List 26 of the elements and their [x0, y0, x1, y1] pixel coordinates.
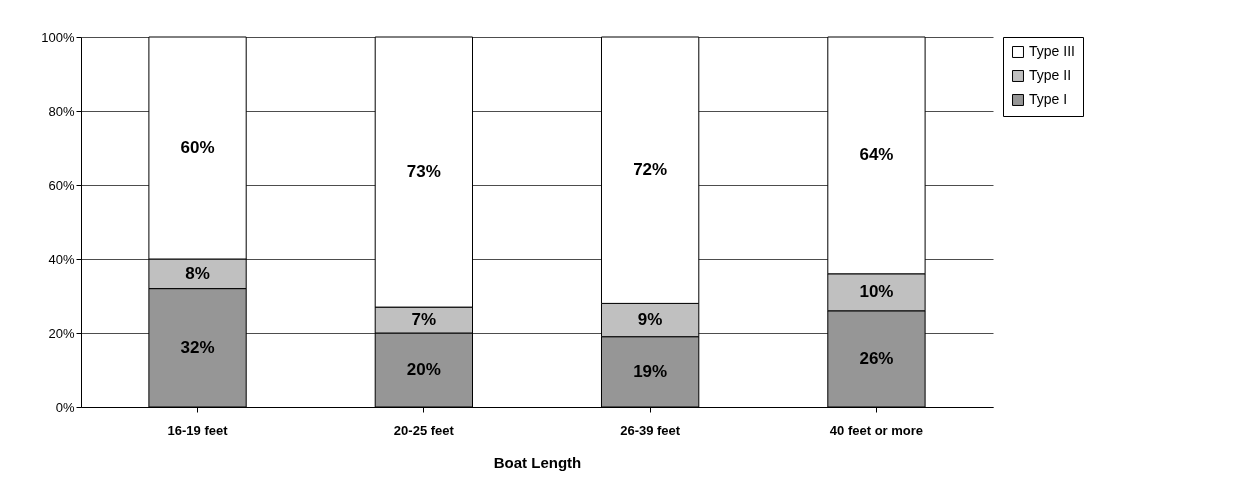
x-tick-label: 20-25 feet [393, 422, 455, 438]
legend-label: Type III [1029, 43, 1075, 59]
data-label: 64% [859, 145, 894, 165]
legend-label: Type II [1029, 67, 1072, 83]
y-tick-label: 60% [48, 177, 75, 193]
data-label: 19% [633, 361, 668, 381]
y-tick-label: 100% [41, 29, 75, 45]
x-tick-label: 16-19 feet [167, 422, 229, 438]
data-label: 20% [406, 360, 441, 379]
y-tick-label: 80% [48, 103, 75, 119]
x-axis-title: Boat Length [493, 453, 582, 471]
x-tick-label: 26-39 feet [620, 422, 681, 438]
data-label: 9% [637, 310, 663, 330]
legend-label: Type I [1029, 91, 1068, 107]
data-label: 72% [633, 160, 668, 180]
y-tick-label: 0% [55, 399, 75, 415]
y-tick-label: 20% [48, 325, 75, 341]
data-label: 73% [406, 162, 441, 182]
y-tick-label: 40% [48, 251, 75, 267]
data-label: 10% [859, 282, 894, 302]
x-tick-label: 40 feet or more [829, 422, 924, 438]
data-label: 26% [859, 348, 894, 368]
data-label: 60% [180, 138, 215, 157]
data-label: 8% [185, 263, 210, 283]
data-label: 7% [411, 310, 437, 330]
data-label: 32% [180, 337, 215, 357]
